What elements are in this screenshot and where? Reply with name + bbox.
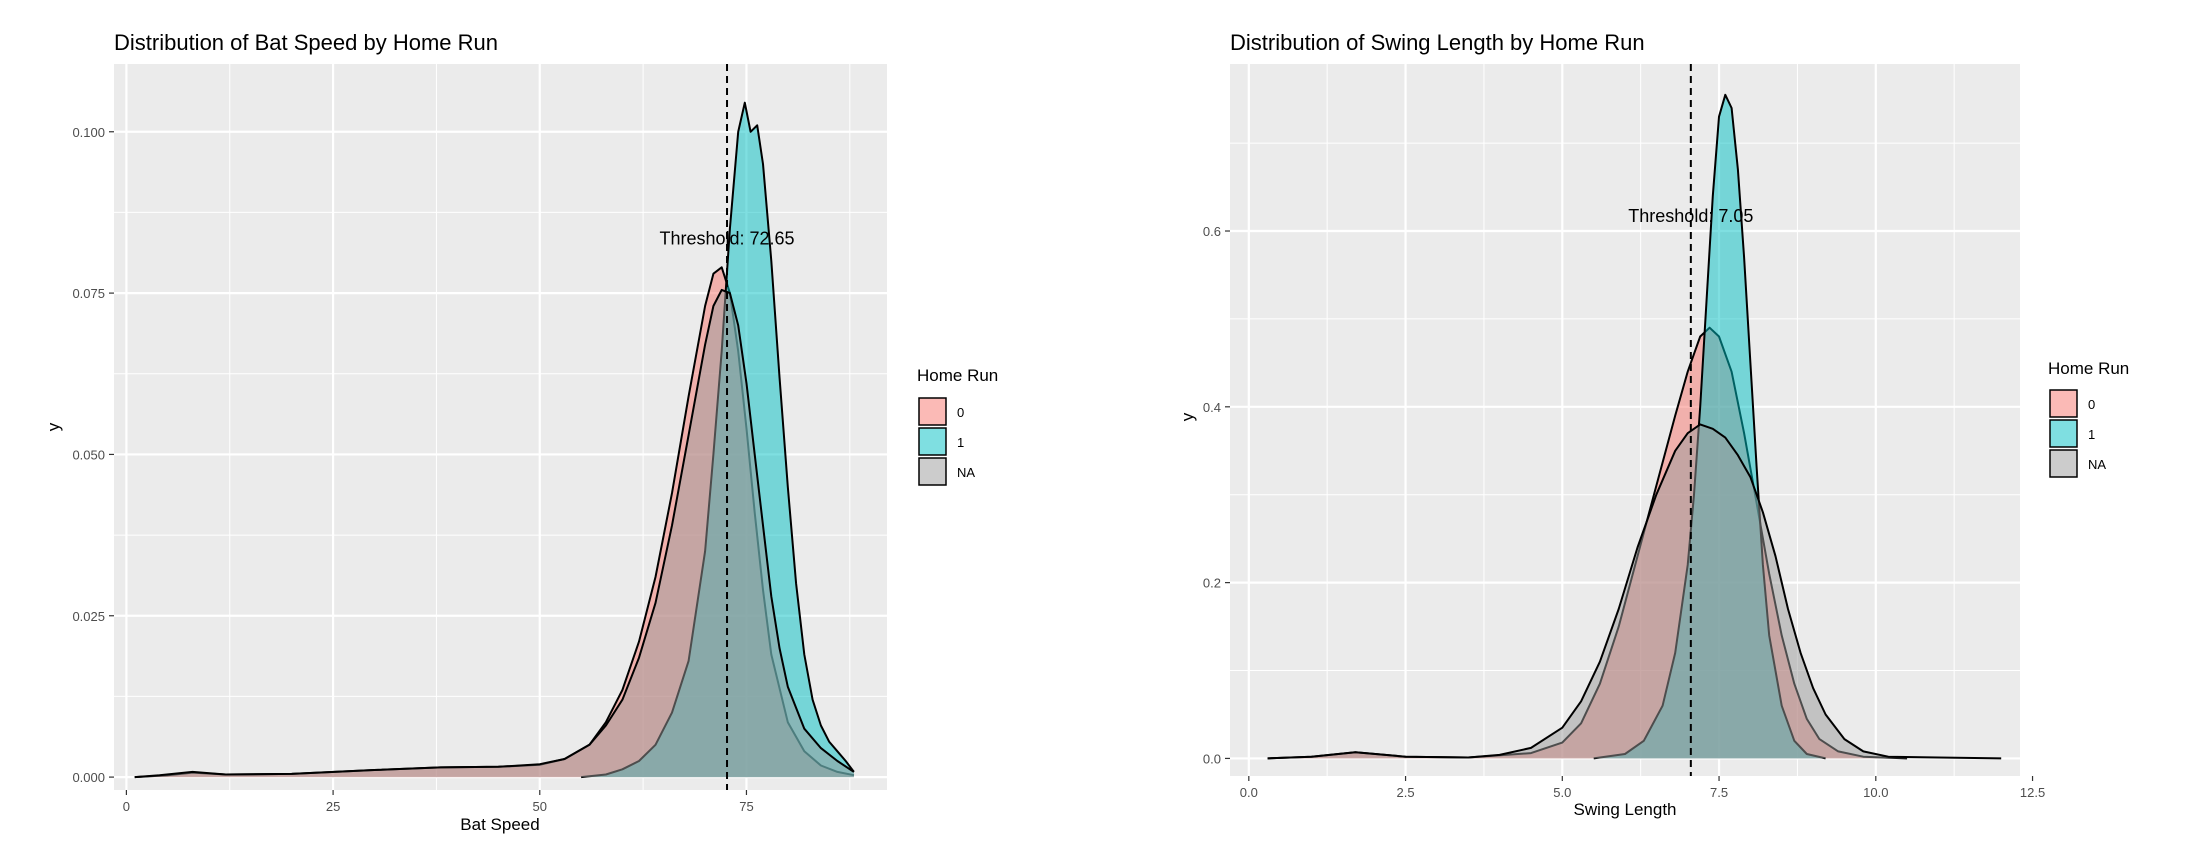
x-tick-label: 12.5 bbox=[2020, 785, 2045, 800]
x-tick-label: 0 bbox=[123, 799, 130, 814]
threshold-annotation: Threshold: 7.05 bbox=[1628, 206, 1753, 226]
density-fill-na bbox=[1267, 424, 2002, 759]
legend-label-1: 1 bbox=[2088, 427, 2095, 442]
legend: Home Run 0 1 NA bbox=[2048, 359, 2129, 478]
y-tick-label: 0.0 bbox=[1203, 751, 1221, 766]
x-tick-label: 2.5 bbox=[1397, 785, 1415, 800]
y-tick-label: 0.2 bbox=[1203, 576, 1221, 591]
bat-speed-chart: Distribution of Bat Speed by Home Run Th… bbox=[44, 30, 998, 834]
x-axis-label: Swing Length bbox=[1573, 800, 1676, 819]
legend-label-0: 0 bbox=[957, 405, 964, 420]
chart-title: Distribution of Swing Length by Home Run bbox=[1230, 30, 1645, 55]
legend-key-na bbox=[918, 457, 947, 486]
density-outline-na bbox=[134, 288, 855, 779]
swing-length-chart: Distribution of Swing Length by Home Run… bbox=[1178, 30, 2129, 819]
y-tick-label: 0.025 bbox=[72, 609, 105, 624]
y-tick-label: 0.050 bbox=[72, 447, 105, 462]
legend-label-1: 1 bbox=[957, 435, 964, 450]
density-fill-na bbox=[134, 289, 854, 778]
x-axis-ticks: 0.0 2.5 5.0 7.5 10.0 12.5 bbox=[1240, 776, 2045, 800]
density-areas bbox=[134, 101, 855, 779]
legend-item-na: NA bbox=[918, 457, 975, 486]
y-tick-label: 0.075 bbox=[72, 286, 105, 301]
legend-item-0: 0 bbox=[2049, 389, 2095, 418]
threshold-annotation: Threshold: 72.65 bbox=[659, 229, 794, 249]
x-tick-label: 10.0 bbox=[1863, 785, 1888, 800]
x-axis-ticks: 0 25 50 75 bbox=[123, 790, 754, 814]
legend-title: Home Run bbox=[2048, 359, 2129, 378]
chart-title: Distribution of Bat Speed by Home Run bbox=[114, 30, 498, 55]
legend-key-1 bbox=[918, 427, 947, 456]
x-tick-label: 75 bbox=[739, 799, 753, 814]
legend-key-na bbox=[2049, 449, 2078, 478]
legend-item-na: NA bbox=[2049, 449, 2106, 478]
legend: Home Run 0 1 NA bbox=[917, 366, 998, 486]
y-tick-label: 0.4 bbox=[1203, 400, 1221, 415]
density-outline-na bbox=[1267, 423, 2002, 760]
legend-item-1: 1 bbox=[2049, 419, 2095, 448]
y-axis-ticks: 0.000 0.025 0.050 0.075 0.100 bbox=[72, 125, 114, 785]
legend-title: Home Run bbox=[917, 366, 998, 385]
y-axis-ticks: 0.0 0.2 0.4 0.6 bbox=[1203, 224, 1230, 766]
y-axis-label: y bbox=[44, 422, 63, 431]
x-tick-label: 7.5 bbox=[1710, 785, 1728, 800]
legend-label-0: 0 bbox=[2088, 397, 2095, 412]
grid bbox=[114, 64, 887, 790]
y-tick-label: 0.100 bbox=[72, 125, 105, 140]
x-tick-label: 5.0 bbox=[1553, 785, 1571, 800]
legend-item-0: 0 bbox=[918, 397, 964, 426]
y-axis-label: y bbox=[1178, 412, 1197, 421]
x-tick-label: 50 bbox=[533, 799, 547, 814]
legend-label-na: NA bbox=[2088, 457, 2106, 472]
legend-item-1: 1 bbox=[918, 427, 964, 456]
y-tick-label: 0.000 bbox=[72, 770, 105, 785]
legend-label-na: NA bbox=[957, 465, 975, 480]
legend-key-1 bbox=[2049, 419, 2078, 448]
x-tick-label: 25 bbox=[326, 799, 340, 814]
density-areas bbox=[1267, 93, 2002, 760]
x-tick-label: 0.0 bbox=[1240, 785, 1258, 800]
y-tick-label: 0.6 bbox=[1203, 224, 1221, 239]
legend-key-0 bbox=[918, 397, 947, 426]
x-axis-label: Bat Speed bbox=[460, 815, 539, 834]
legend-key-0 bbox=[2049, 389, 2078, 418]
density-fill-1 bbox=[1593, 94, 1826, 759]
